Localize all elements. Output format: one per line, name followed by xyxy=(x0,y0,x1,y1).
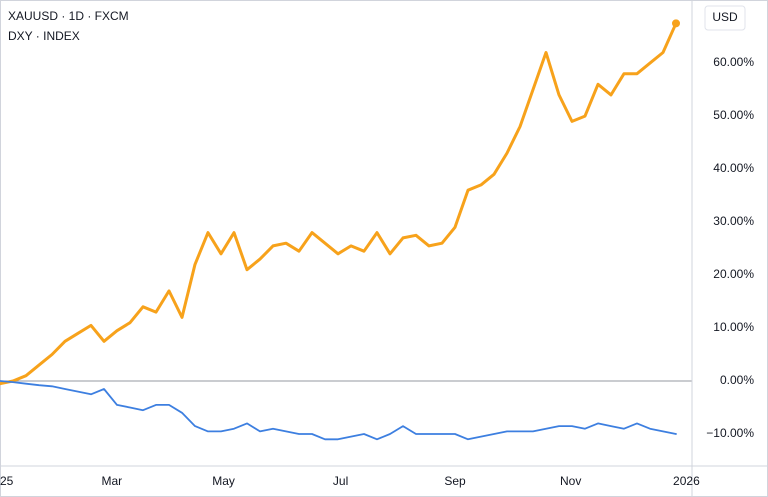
x-tick-label: Nov xyxy=(560,474,581,488)
y-tick-label: 30.00% xyxy=(713,214,754,228)
x-tick-label: Sep xyxy=(444,474,466,488)
plot-area xyxy=(0,19,692,441)
series-line xyxy=(0,380,677,441)
y-tick-label: 40.00% xyxy=(713,161,754,175)
series-line xyxy=(0,21,678,386)
y-tick-label: 50.00% xyxy=(713,108,754,122)
y-tick-label: 10.00% xyxy=(713,320,754,334)
last-point xyxy=(672,19,680,28)
currency-label: USD xyxy=(712,10,738,24)
legend-entry: DXY · INDEX xyxy=(8,29,80,43)
currency-box[interactable] xyxy=(704,5,746,31)
y-tick-label: 60.00% xyxy=(713,55,754,69)
y-tick-label: 0.00% xyxy=(720,373,754,387)
x-tick-label: May xyxy=(212,474,235,488)
price-axis-panel xyxy=(692,1,767,496)
x-tick-label: 2025 xyxy=(0,474,14,488)
legend-entry: XAUUSD · 1D · FXCM xyxy=(8,9,129,23)
x-tick-label: 2026 xyxy=(673,474,700,488)
y-tick-label: 20.00% xyxy=(713,267,754,281)
x-tick-label: Mar xyxy=(101,474,122,488)
x-tick-label: Jul xyxy=(333,474,348,488)
y-tick-label: −10.00% xyxy=(706,426,754,440)
